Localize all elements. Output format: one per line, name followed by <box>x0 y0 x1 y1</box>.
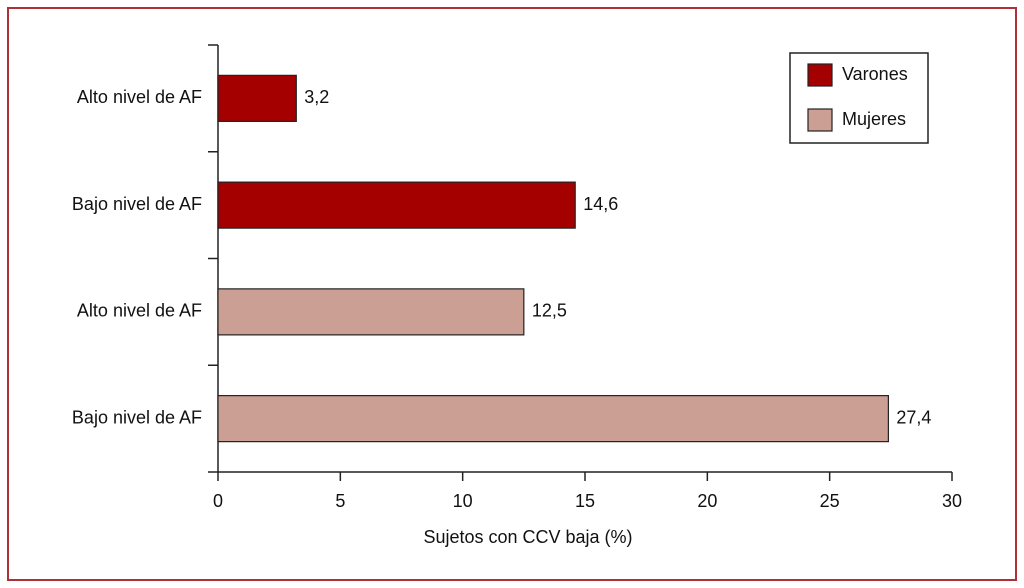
bar <box>217 181 576 229</box>
x-tick-label: 20 <box>697 491 717 511</box>
legend-label: Mujeres <box>842 109 906 129</box>
x-tick-label: 5 <box>335 491 345 511</box>
y-tick-label: Bajo nivel de AF <box>72 407 202 427</box>
legend-swatch <box>807 63 833 87</box>
value-label: 3,2 <box>304 87 329 107</box>
legend-swatch <box>807 108 833 132</box>
x-axis-title: Sujetos con CCV baja (%) <box>423 527 632 547</box>
bar <box>217 288 525 336</box>
value-label: 12,5 <box>532 301 567 321</box>
value-label: 27,4 <box>896 407 931 427</box>
x-tick-label: 30 <box>942 491 962 511</box>
y-tick-label: Bajo nivel de AF <box>72 194 202 214</box>
value-label: 14,6 <box>583 194 618 214</box>
x-tick-label: 0 <box>213 491 223 511</box>
legend-label: Varones <box>842 64 908 84</box>
x-tick-label: 25 <box>820 491 840 511</box>
y-tick-label: Alto nivel de AF <box>77 301 202 321</box>
bar <box>217 74 297 122</box>
bar <box>217 395 889 443</box>
x-tick-label: 15 <box>575 491 595 511</box>
y-tick-label: Alto nivel de AF <box>77 87 202 107</box>
x-tick-label: 10 <box>453 491 473 511</box>
frame <box>7 7 1017 581</box>
